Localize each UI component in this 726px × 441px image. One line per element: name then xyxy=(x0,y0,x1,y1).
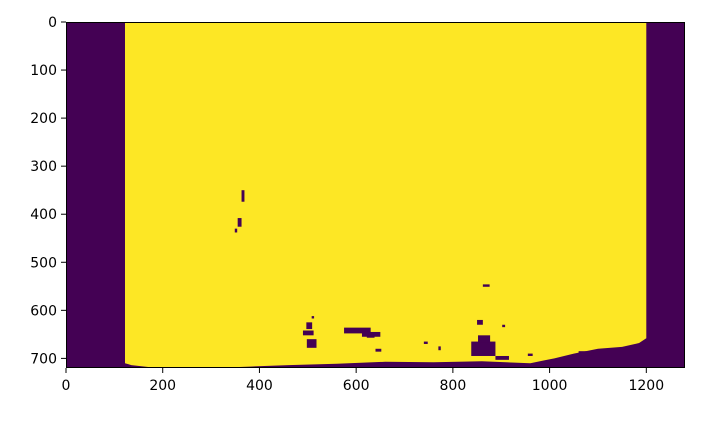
y-tick-label: 200 xyxy=(30,111,57,127)
y-axis: 0 100 200 300 400 500 600 700 xyxy=(30,15,66,367)
heatmap-patch-17 xyxy=(502,324,506,328)
axes-frame xyxy=(66,22,685,368)
heatmap-patch-13 xyxy=(482,284,490,287)
y-tick-label: 400 xyxy=(30,207,57,223)
heatmap-patch-8 xyxy=(361,331,381,337)
heatmap-patch-5 xyxy=(306,339,317,348)
heatmap-patch-14 xyxy=(495,355,509,360)
heatmap-patch-4 xyxy=(302,330,314,336)
heatmap-patch-9 xyxy=(366,335,375,338)
x-tick-label: 1000 xyxy=(532,378,568,394)
heatmap-patch-19 xyxy=(527,353,533,356)
y-tick-label: 700 xyxy=(30,351,57,367)
x-tick-label: 200 xyxy=(149,378,176,394)
heatmap-patch-20 xyxy=(578,351,594,356)
y-tick-label: 100 xyxy=(30,63,57,79)
y-tick-label: 500 xyxy=(30,255,57,271)
heatmap-patch-15 xyxy=(438,346,441,351)
y-tick-label: 0 xyxy=(48,15,57,31)
x-tick-label: 800 xyxy=(440,378,467,394)
heatmap-patch-12 xyxy=(477,319,483,325)
y-tick-label: 600 xyxy=(30,303,57,319)
heatmap-patch-10 xyxy=(471,341,496,356)
heatmap-plot-area xyxy=(66,22,685,368)
x-tick-label: 1200 xyxy=(628,378,664,394)
heatmap-patch-11 xyxy=(478,335,491,343)
heatmap-patch-0 xyxy=(241,190,245,202)
heatmap-patch-3 xyxy=(306,322,313,330)
heatmap-patch-1 xyxy=(237,218,242,227)
x-axis: 0 200 400 600 800 1000 1200 xyxy=(62,368,664,394)
heatmap-patch-7 xyxy=(344,327,371,334)
heatmap-patch-16 xyxy=(423,341,428,344)
x-tick-label: 600 xyxy=(343,378,370,394)
y-tick-label: 300 xyxy=(30,159,57,175)
x-tick-label: 0 xyxy=(62,378,71,394)
heatmap-patch-18 xyxy=(375,348,382,352)
heatmap-patch-2 xyxy=(234,228,238,233)
heatmap-patch-6 xyxy=(311,316,315,319)
heatmap-foreground-region xyxy=(125,22,647,368)
x-tick-label: 400 xyxy=(246,378,273,394)
